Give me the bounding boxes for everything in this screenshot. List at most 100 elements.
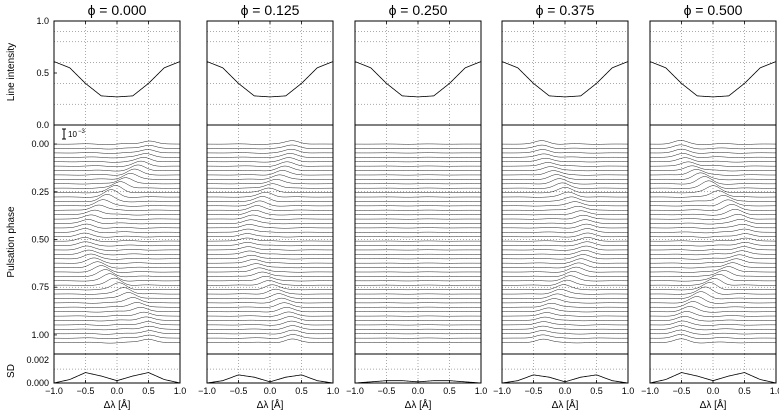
phase-profile-line [207,153,334,158]
phase-profile-line [502,166,628,172]
phase-profile-line [54,164,180,172]
phase-profile-line [649,199,776,207]
phase-profile-line [501,206,629,211]
phase-profile-line [501,153,629,158]
panel-1: ϕ = 0.125 −1.0 −0.5 0.0 0.5 1.0 Δλ [Å] [198,2,339,411]
sd-tick-label: 0.002 [26,355,49,365]
phase-profile-line [650,254,777,260]
phase-profile-line [53,339,180,344]
phase-profile-line [502,325,628,330]
phase-profile-line [54,237,181,242]
phase-profile-line [206,254,333,260]
phase-profile-line [502,334,629,339]
phase-profile-line [502,241,628,247]
phase-profile-line [649,148,777,154]
phase-profile-line [206,144,334,150]
phase-profile-line [53,334,181,339]
scale-marker-label: 10 [68,130,77,139]
phase-profile-line [207,297,334,304]
phase-profile-line [501,284,629,291]
phase-profile-line [502,245,628,251]
phase-profile-line [650,338,777,344]
phase-profile-line [206,320,333,326]
phase-profile-line [54,228,181,233]
phase-profile-line [650,250,777,256]
intensity-line [354,61,482,98]
phase-profile-line [502,254,628,260]
phase-profile-line [207,140,334,145]
x-tick-label: 0.0 [264,386,277,396]
phase-tick-label: 0.50 [31,235,49,245]
panel-title: ϕ = 0.250 [389,2,448,18]
phase-profile-line [206,302,334,308]
phase-profile-line [650,301,776,309]
x-axis-label: Δλ [Å] [700,398,727,411]
phase-profile-line [501,191,628,198]
x-tick-label: 1.0 [770,386,779,396]
phase-profile-line [502,275,628,282]
phase-profile-line [650,161,776,167]
panels-group: ϕ = 0.000 −1.0 −0.5 0.0 0.5 1.0 Δλ [Å] 1.0 0.5 0.… [26,2,779,411]
phase-profile-line [206,214,334,220]
phase-profile-line [206,157,334,163]
phase-profile-line [206,334,333,339]
phase-profile-line [53,223,181,229]
phase-profile-line [502,262,629,269]
phase-profile-line [206,293,334,299]
x-tick-label: 0.5 [738,386,751,396]
phase-profile-line [649,237,777,242]
phase-profile-line [53,219,181,225]
phase-profile-line [650,262,776,269]
phase-profile-line [53,157,180,163]
phase-profile-line [207,174,333,180]
x-tick-label: −0.5 [673,386,691,396]
x-tick-label: 0.5 [295,386,308,396]
phase-profile-line [54,189,181,198]
panel-4: ϕ = 0.500 −1.0 −0.5 0.0 0.5 1.0 Δλ [Å] [641,2,779,411]
phase-profile-line [649,195,777,202]
x-tick-label: −0.5 [77,386,95,396]
phase-profile-line [206,165,333,172]
phase-profile-line [501,312,628,317]
panel-title: ϕ = 0.375 [536,2,595,18]
phase-profile-line [206,149,334,154]
phase-profile-line [649,228,777,234]
phase-profile-line [501,196,629,202]
phase-profile-line [502,149,628,154]
phase-profile-line [502,228,628,233]
intensity-line [53,61,181,98]
phase-profile-line [502,303,628,308]
x-tick-label: −1.0 [346,386,364,396]
phase-profile-line [53,185,181,194]
phase-profile-line [502,140,629,145]
phase-profile-line [502,298,628,304]
phase-profile-line [650,153,776,158]
x-tick-label: 0.0 [111,386,124,396]
phase-profile-line [649,233,777,238]
intensity-line [649,61,777,98]
panel-3: ϕ = 0.375 −1.0 −0.5 0.0 0.5 1.0 Δλ [Å] [493,2,634,411]
phase-profile-line [650,204,776,211]
phase-profile-line [649,286,777,295]
phase-profile-line [207,161,333,167]
phase-profile-line [501,338,629,344]
phase-profile-line [650,224,777,229]
phase-profile-line [650,296,777,304]
phase-profile-line [206,224,333,229]
x-tick-label: 0.5 [443,386,456,396]
phase-profile-line [53,292,180,300]
phase-profile-line [501,321,628,326]
phase-profile-line [502,250,628,255]
phase-profile-line [54,249,181,256]
phase-profile-line [207,276,334,282]
phase-profile-line [502,232,628,238]
phase-profile-line [53,177,181,185]
x-axis-label: Δλ [Å] [257,398,284,411]
phase-profile-line [501,271,629,277]
x-tick-label: 1.0 [475,386,488,396]
phase-profile-line [502,219,628,224]
panel-2: ϕ = 0.250 −1.0 −0.5 0.0 0.5 1.0 Δλ [Å] [346,2,487,411]
phase-profile-line [54,257,180,264]
phase-profile-line [53,245,181,251]
phase-profile-line [206,228,334,233]
